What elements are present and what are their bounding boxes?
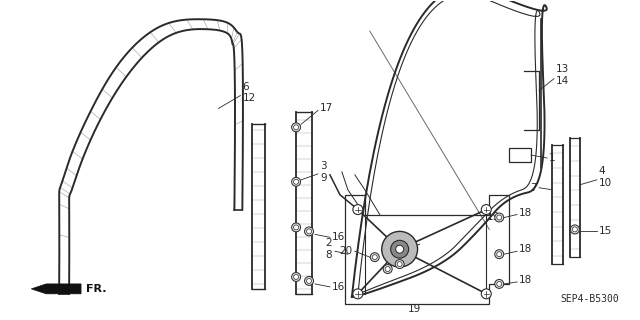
Bar [509,148,531,162]
Text: 2
8: 2 8 [325,238,332,260]
Text: SEP4-B5300: SEP4-B5300 [560,294,619,304]
Text: 13
14: 13 14 [556,64,569,85]
Circle shape [294,179,299,184]
Circle shape [495,250,504,259]
Text: 19: 19 [408,304,421,314]
Text: 3
9: 3 9 [320,161,326,183]
Circle shape [385,267,390,271]
Circle shape [495,279,504,288]
Circle shape [292,273,301,281]
Circle shape [353,289,363,299]
Circle shape [383,265,392,274]
Circle shape [305,276,314,285]
Circle shape [396,245,404,253]
Circle shape [497,252,502,257]
Text: 16: 16 [332,232,345,242]
Circle shape [390,240,408,258]
Circle shape [372,255,377,260]
Circle shape [292,123,301,132]
Text: 19: 19 [487,212,500,222]
Circle shape [495,213,504,222]
Text: 17: 17 [320,103,333,114]
Circle shape [292,177,301,186]
Circle shape [292,223,301,232]
Text: FR.: FR. [86,284,106,294]
Text: 15: 15 [599,226,612,236]
Text: 16: 16 [332,282,345,292]
Circle shape [294,275,299,279]
Text: 4
10: 4 10 [599,166,612,188]
Text: 18: 18 [519,244,532,254]
Circle shape [305,227,314,236]
Text: 18: 18 [519,208,532,218]
Circle shape [497,282,502,286]
Circle shape [397,262,402,267]
Circle shape [307,229,312,234]
Circle shape [395,260,404,268]
Circle shape [381,231,417,267]
Text: 1: 1 [549,153,556,163]
Polygon shape [31,284,81,294]
Circle shape [481,289,492,299]
Circle shape [294,225,299,230]
Circle shape [570,225,579,234]
Circle shape [497,215,502,220]
Circle shape [307,278,312,284]
Text: 20: 20 [340,246,353,256]
Circle shape [481,204,492,214]
Circle shape [572,227,577,232]
Text: 6
12: 6 12 [243,82,255,103]
Circle shape [371,253,380,262]
Circle shape [294,125,299,130]
Text: 18: 18 [519,275,532,285]
Circle shape [353,204,363,214]
Text: 7: 7 [531,183,537,193]
